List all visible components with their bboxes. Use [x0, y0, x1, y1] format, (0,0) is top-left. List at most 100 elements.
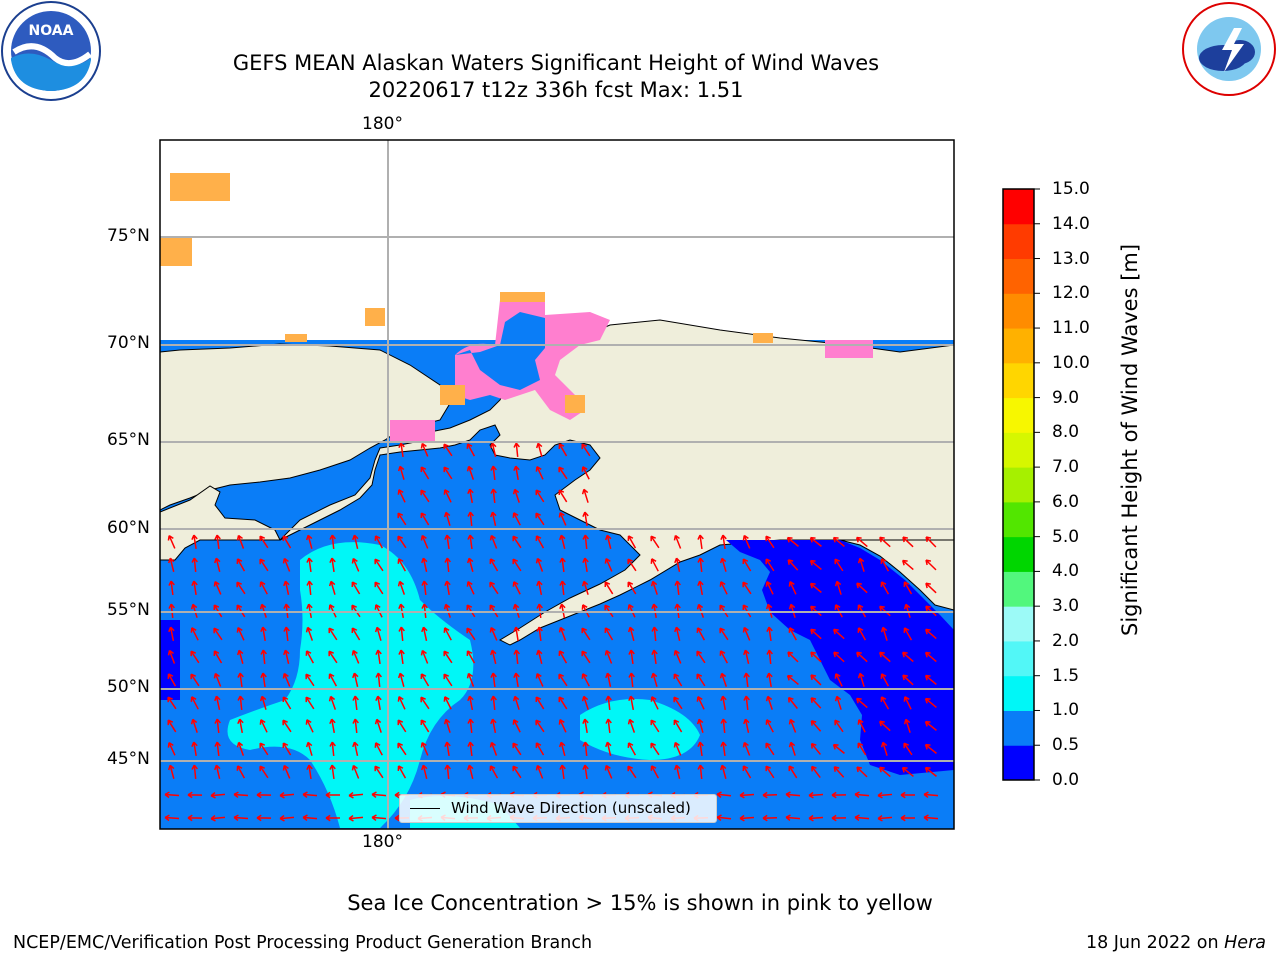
wave-direction-arrow — [808, 791, 824, 799]
wave-direction-arrow — [467, 534, 474, 550]
wave-direction-arrow — [214, 741, 221, 757]
moderate-wave-region — [227, 542, 474, 828]
wave-direction-arrow — [696, 696, 705, 710]
wave-direction-arrow — [739, 814, 755, 822]
wave-direction-arrow — [260, 626, 267, 642]
wave-direction-arrow — [512, 488, 520, 503]
wave-direction-arrow — [900, 814, 916, 822]
wave-direction-arrow — [810, 697, 822, 709]
wave-direction-arrow — [674, 580, 681, 596]
wave-direction-arrow — [788, 581, 797, 595]
wave-direction-arrow — [558, 719, 567, 733]
wave-direction-arrow — [582, 511, 589, 527]
wave-direction-arrow — [236, 581, 246, 595]
wave-direction-arrow — [673, 741, 682, 756]
wave-direction-arrow — [877, 814, 893, 822]
wave-direction-arrow — [924, 743, 937, 754]
lon-label-bottom: 180° — [362, 832, 403, 852]
wave-direction-arrow — [191, 580, 198, 596]
wave-direction-arrow — [329, 534, 336, 550]
wave-direction-arrow — [743, 718, 750, 733]
wave-direction-arrow — [443, 511, 451, 526]
wave-direction-arrow — [371, 814, 387, 822]
wave-direction-arrow — [743, 695, 750, 711]
wave-direction-arrow — [489, 765, 499, 779]
wave-direction-arrow — [466, 443, 476, 457]
wave-direction-arrow — [673, 719, 683, 733]
wave-direction-arrow — [832, 536, 845, 548]
wave-direction-arrow — [719, 557, 727, 572]
wave-direction-arrow — [237, 695, 244, 711]
wave-direction-arrow — [397, 489, 406, 503]
wave-direction-arrow — [834, 673, 843, 687]
wave-direction-arrow — [785, 791, 801, 798]
wave-direction-arrow — [535, 489, 545, 503]
wave-direction-arrow — [650, 558, 659, 572]
wave-direction-arrow — [627, 742, 637, 756]
wave-direction-arrow — [375, 695, 382, 711]
wave-direction-arrow — [236, 765, 246, 779]
wave-direction-arrow — [328, 627, 338, 641]
wave-direction-arrow — [444, 741, 451, 757]
wave-direction-arrow — [351, 764, 360, 779]
wave-direction-arrow — [880, 673, 890, 687]
wave-direction-arrow — [420, 741, 429, 756]
wave-direction-arrow — [490, 488, 497, 504]
wave-direction-arrow — [536, 649, 543, 664]
wave-direction-arrow — [581, 695, 589, 710]
wave-direction-arrow — [719, 627, 729, 641]
wave-direction-arrow — [558, 489, 568, 503]
wave-direction-arrow — [259, 558, 269, 572]
wave-direction-arrow — [397, 580, 406, 595]
wave-direction-arrow — [513, 672, 520, 688]
wave-direction-arrow — [306, 557, 313, 573]
wave-direction-arrow — [535, 557, 544, 572]
wave-direction-arrow — [716, 791, 732, 798]
wave-direction-arrow — [167, 764, 175, 779]
wave-direction-arrow — [352, 534, 359, 549]
wave-direction-arrow — [762, 814, 778, 822]
wave-direction-arrow — [650, 535, 660, 549]
wave-direction-arrow — [214, 557, 221, 572]
wave-direction-arrow — [785, 814, 801, 821]
wave-direction-arrow — [879, 536, 891, 548]
wave-direction-arrow — [879, 651, 891, 663]
wave-direction-arrow — [697, 534, 704, 550]
wave-direction-arrow — [259, 535, 269, 549]
wave-direction-arrow — [810, 674, 822, 686]
wave-direction-arrow — [351, 649, 360, 664]
colorbar-tick-label: 1.5 — [1052, 665, 1080, 686]
wave-direction-arrow — [833, 628, 845, 640]
wave-direction-arrow — [374, 581, 384, 595]
colorbar-tick-label: 0.5 — [1052, 735, 1080, 756]
lat-label: 65°N — [107, 430, 150, 450]
wave-direction-arrow — [167, 696, 177, 710]
wave-direction-arrow — [697, 580, 704, 596]
wave-direction-arrow — [651, 626, 658, 642]
wave-direction-arrow — [854, 814, 870, 822]
wave-direction-arrow — [719, 764, 727, 779]
wave-direction-arrow — [535, 442, 543, 457]
wave-direction-arrow — [739, 791, 755, 799]
wave-direction-arrow — [924, 766, 937, 777]
wave-direction-arrow — [558, 696, 568, 710]
wave-direction-arrow — [397, 512, 407, 526]
wave-direction-arrow — [900, 791, 916, 799]
wave-direction-arrow — [513, 442, 520, 458]
wave-direction-arrow — [260, 649, 267, 665]
wave-direction-arrow — [282, 742, 292, 756]
wave-direction-arrow — [604, 557, 613, 572]
wave-direction-arrow — [742, 581, 752, 595]
wave-direction-arrow — [810, 628, 822, 640]
wave-direction-arrow — [809, 582, 822, 594]
wave-direction-arrow — [259, 581, 268, 595]
wave-direction-arrow — [627, 626, 635, 641]
wave-direction-arrow — [810, 651, 822, 663]
wave-direction-arrow — [674, 626, 681, 641]
wave-direction-arrow — [924, 720, 937, 731]
wave-direction-arrow — [283, 580, 290, 595]
colorbar-tick-label: 0.0 — [1052, 770, 1080, 790]
wave-direction-arrow — [834, 719, 844, 733]
wave-direction-arrow — [650, 742, 660, 756]
wave-direction-arrow — [786, 674, 799, 685]
